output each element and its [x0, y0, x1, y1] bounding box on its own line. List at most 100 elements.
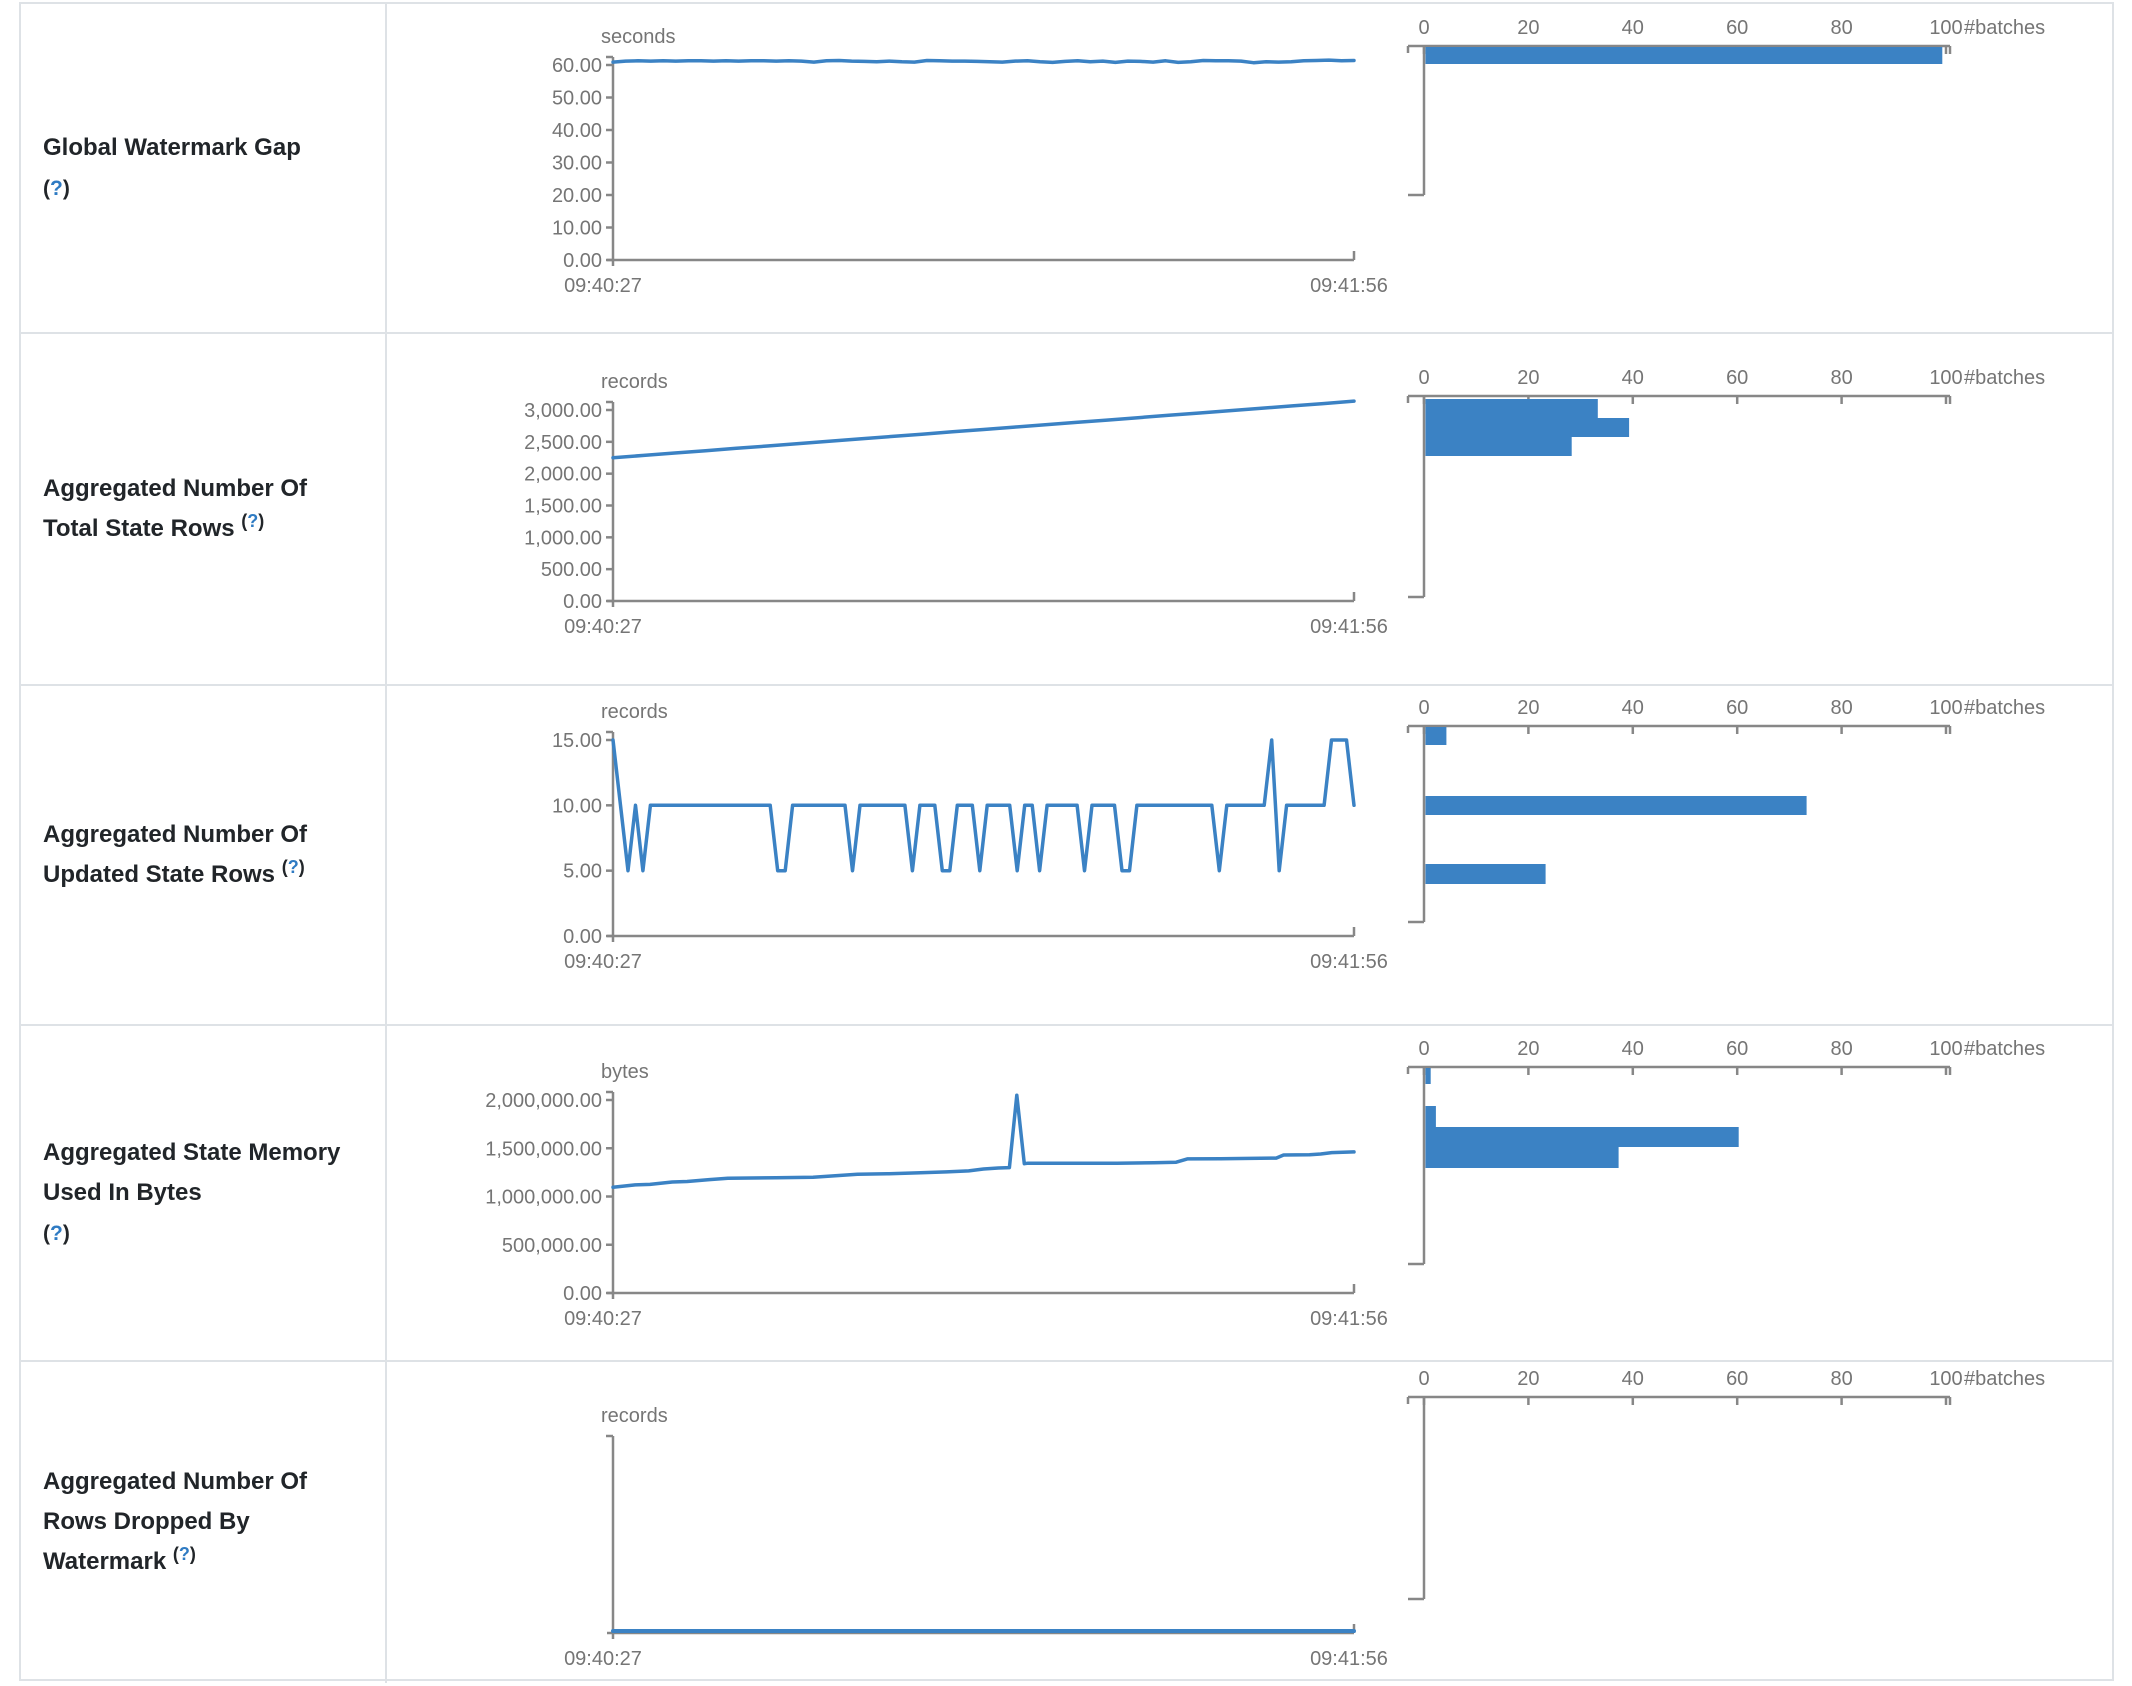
metric-charts-cell: records 09:40:27 09:41:56 0 20 40 60 80 100 #batc…: [388, 1362, 2112, 1683]
svg-text:09:41:56: 09:41:56: [1310, 1308, 1388, 1330]
svg-text:records: records: [601, 371, 668, 393]
svg-text:60: 60: [1726, 367, 1748, 389]
svg-text:20: 20: [1517, 1368, 1539, 1390]
metric-charts-cell: 60.00 50.00 40.00 30.00 20.00 10.00 0.00 second…: [388, 4, 2112, 332]
svg-text:09:40:27: 09:40:27: [564, 1308, 642, 1330]
svg-text:09:41:56: 09:41:56: [1310, 951, 1388, 973]
timeline-series: [611, 58, 1356, 65]
svg-text:#batches: #batches: [1964, 367, 2045, 389]
svg-text:2,000,000.00: 2,000,000.00: [485, 1090, 602, 1112]
metric-row: Global Watermark Gap (?) 60.00 50.00 40.00 3…: [21, 4, 2112, 332]
svg-text:0: 0: [1418, 1368, 1429, 1390]
svg-text:20: 20: [1517, 367, 1539, 389]
svg-text:60: 60: [1726, 697, 1748, 719]
svg-text:40.00: 40.00: [552, 120, 602, 142]
svg-text:1,500,000.00: 1,500,000.00: [485, 1138, 602, 1160]
svg-text:0: 0: [1418, 697, 1429, 719]
metric-row: Aggregated Number Of Rows Dropped By Wat…: [21, 1360, 2112, 1683]
metric-title-text: Aggregated Number Of Updated State Rows: [43, 820, 308, 888]
svg-text:60.00: 60.00: [552, 55, 602, 77]
svg-text:100: 100: [1929, 367, 1962, 389]
metric-title: Global Watermark Gap (?): [21, 128, 385, 209]
svg-text:40: 40: [1622, 1038, 1644, 1060]
svg-text:100: 100: [1929, 697, 1962, 719]
histogram-bar: [1425, 418, 1630, 437]
svg-text:records: records: [601, 701, 668, 723]
svg-text:500,000.00: 500,000.00: [502, 1235, 602, 1257]
histogram-bar: [1425, 399, 1598, 418]
histogram-bar: [1425, 1068, 1431, 1084]
metric-label-cell: Aggregated Number Of Updated State Rows …: [21, 686, 387, 1024]
help-link[interactable]: (?): [43, 1221, 70, 1245]
metric-label-cell: Aggregated Number Of Total State Rows (?…: [21, 334, 387, 684]
svg-text:09:40:27: 09:40:27: [564, 275, 642, 297]
svg-text:20: 20: [1517, 17, 1539, 39]
help-link[interactable]: (?): [281, 856, 305, 877]
svg-text:100: 100: [1929, 17, 1962, 39]
timeline-and-histogram-chart: records 09:40:27 09:41:56 0 20 40 60 80 100 #batc…: [564, 1368, 2045, 1670]
svg-text:09:40:27: 09:40:27: [564, 616, 642, 638]
metric-title-text: Global Watermark Gap: [43, 133, 301, 161]
svg-text:0: 0: [1418, 1038, 1429, 1060]
svg-text:20.00: 20.00: [552, 185, 602, 207]
timeline-series: [611, 399, 1356, 460]
timeline-series: [611, 1093, 1356, 1190]
histogram-bar: [1425, 1106, 1436, 1127]
timeline-and-histogram-chart: 2,000,000.00 1,500,000.00 1,000,000.00 500,…: [485, 1038, 2045, 1330]
svg-text:40: 40: [1622, 367, 1644, 389]
metric-row: Aggregated Number Of Updated State Rows …: [21, 684, 2112, 1024]
svg-text:09:40:27: 09:40:27: [564, 1648, 642, 1670]
svg-text:bytes: bytes: [601, 1061, 649, 1083]
svg-text:10.00: 10.00: [552, 218, 602, 240]
svg-text:records: records: [601, 1405, 668, 1427]
svg-text:3,000.00: 3,000.00: [524, 400, 602, 422]
svg-text:09:41:56: 09:41:56: [1310, 616, 1388, 638]
svg-text:5.00: 5.00: [563, 861, 602, 883]
help-link[interactable]: (?): [172, 1544, 196, 1564]
metric-title: Aggregated State Memory Used In Bytes (?): [21, 1133, 385, 1254]
metric-label-cell: Global Watermark Gap (?): [21, 4, 387, 332]
help-link[interactable]: (?): [43, 176, 70, 200]
svg-text:80: 80: [1830, 367, 1852, 389]
metric-charts-cell: 3,000.00 2,500.00 2,000.00 1,500.00 1,000.00…: [388, 334, 2112, 684]
svg-text:80: 80: [1830, 697, 1852, 719]
help-link[interactable]: (?): [241, 510, 265, 531]
histogram-bar: [1425, 796, 1807, 815]
svg-text:0: 0: [1418, 17, 1429, 39]
histogram-bar: [1425, 864, 1546, 884]
svg-text:15.00: 15.00: [552, 730, 602, 752]
metric-row: Aggregated Number Of Total State Rows (?…: [21, 332, 2112, 684]
svg-text:09:41:56: 09:41:56: [1310, 1648, 1388, 1670]
svg-text:20: 20: [1517, 697, 1539, 719]
metric-charts-cell: 15.00 10.00 5.00 0.00 records 09:40:27 09:41:5…: [388, 686, 2112, 1024]
svg-text:0.00: 0.00: [563, 250, 602, 272]
metric-title-text: Aggregated Number Of Total State Rows: [43, 474, 308, 542]
svg-text:80: 80: [1830, 1368, 1852, 1390]
svg-text:2,000.00: 2,000.00: [524, 464, 602, 486]
svg-text:#batches: #batches: [1964, 17, 2045, 39]
svg-text:40: 40: [1622, 697, 1644, 719]
svg-text:#batches: #batches: [1964, 1368, 2045, 1390]
metric-charts-cell: 2,000,000.00 1,500,000.00 1,000,000.00 500,…: [388, 1026, 2112, 1360]
metric-title-text: Aggregated State Memory Used In Bytes: [43, 1138, 341, 1206]
histogram-bar: [1425, 437, 1572, 456]
svg-text:60: 60: [1726, 1368, 1748, 1390]
svg-text:10.00: 10.00: [552, 795, 602, 817]
svg-text:80: 80: [1830, 17, 1852, 39]
metric-row: Aggregated State Memory Used In Bytes (?)…: [21, 1024, 2112, 1360]
histogram-bar: [1425, 1127, 1739, 1147]
svg-text:#batches: #batches: [1964, 1038, 2045, 1060]
svg-text:1,000.00: 1,000.00: [524, 527, 602, 549]
svg-text:500.00: 500.00: [541, 559, 602, 581]
svg-text:50.00: 50.00: [552, 88, 602, 110]
timeline-series: [611, 738, 1356, 873]
svg-text:40: 40: [1622, 17, 1644, 39]
svg-text:30.00: 30.00: [552, 153, 602, 175]
svg-text:100: 100: [1929, 1038, 1962, 1060]
metric-label-cell: Aggregated Number Of Rows Dropped By Wat…: [21, 1362, 387, 1683]
svg-text:100: 100: [1929, 1368, 1962, 1390]
svg-text:60: 60: [1726, 1038, 1748, 1060]
svg-text:09:40:27: 09:40:27: [564, 951, 642, 973]
svg-text:0: 0: [1418, 367, 1429, 389]
